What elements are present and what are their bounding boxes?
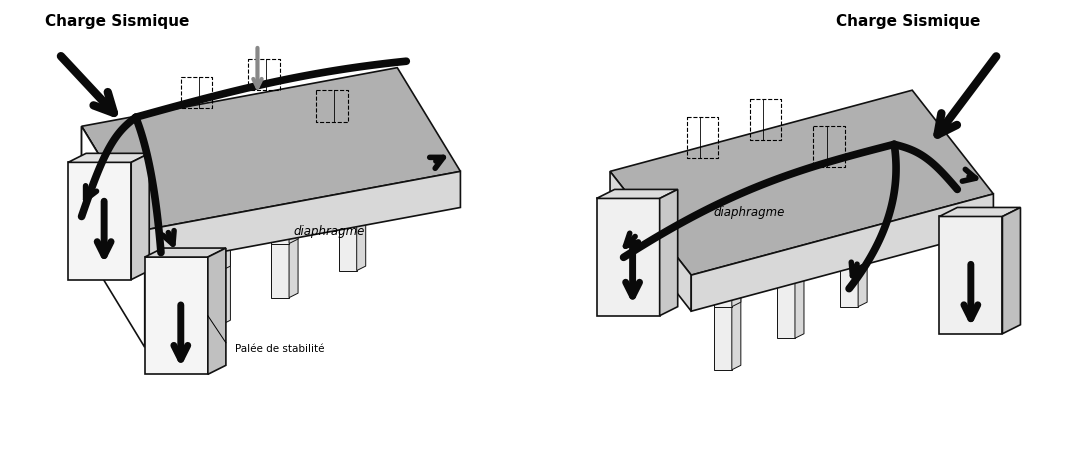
Text: diaphragme: diaphragme — [294, 225, 365, 238]
Polygon shape — [397, 117, 415, 198]
Polygon shape — [692, 194, 993, 311]
Polygon shape — [145, 257, 208, 374]
Text: diaphragme: diaphragme — [713, 207, 785, 220]
Polygon shape — [204, 189, 221, 271]
Text: Charge Sismique: Charge Sismique — [836, 14, 980, 28]
Polygon shape — [415, 113, 424, 198]
Polygon shape — [859, 221, 867, 307]
Polygon shape — [145, 248, 225, 257]
Polygon shape — [610, 171, 692, 311]
Polygon shape — [840, 226, 859, 307]
Polygon shape — [357, 185, 365, 271]
Polygon shape — [939, 207, 1020, 216]
Polygon shape — [1003, 207, 1020, 334]
Polygon shape — [610, 90, 993, 275]
Polygon shape — [596, 198, 660, 316]
Polygon shape — [81, 68, 461, 230]
Polygon shape — [795, 253, 804, 338]
Polygon shape — [145, 171, 461, 266]
Text: Palée de stabilité: Palée de stabilité — [235, 344, 324, 354]
Polygon shape — [939, 216, 1003, 334]
Polygon shape — [271, 162, 289, 244]
Polygon shape — [921, 126, 930, 212]
Polygon shape — [131, 153, 150, 280]
Polygon shape — [713, 289, 732, 370]
Polygon shape — [732, 284, 740, 370]
Polygon shape — [338, 189, 357, 271]
Polygon shape — [208, 248, 225, 374]
Polygon shape — [903, 131, 921, 212]
Polygon shape — [271, 216, 289, 298]
Polygon shape — [81, 126, 145, 347]
Polygon shape — [357, 131, 365, 216]
Polygon shape — [795, 189, 804, 275]
Polygon shape — [81, 126, 145, 266]
Polygon shape — [68, 153, 150, 162]
Polygon shape — [596, 189, 678, 198]
Polygon shape — [289, 212, 298, 298]
Polygon shape — [68, 162, 131, 280]
Polygon shape — [221, 185, 231, 271]
Polygon shape — [732, 221, 740, 307]
Polygon shape — [660, 189, 678, 316]
Polygon shape — [204, 244, 221, 325]
Polygon shape — [777, 194, 795, 275]
Text: Charge Sismique: Charge Sismique — [46, 14, 190, 28]
Polygon shape — [713, 226, 732, 307]
Polygon shape — [859, 158, 867, 244]
Polygon shape — [289, 158, 298, 244]
Polygon shape — [777, 257, 795, 338]
Polygon shape — [840, 162, 859, 244]
Polygon shape — [338, 135, 357, 216]
Polygon shape — [221, 239, 231, 325]
